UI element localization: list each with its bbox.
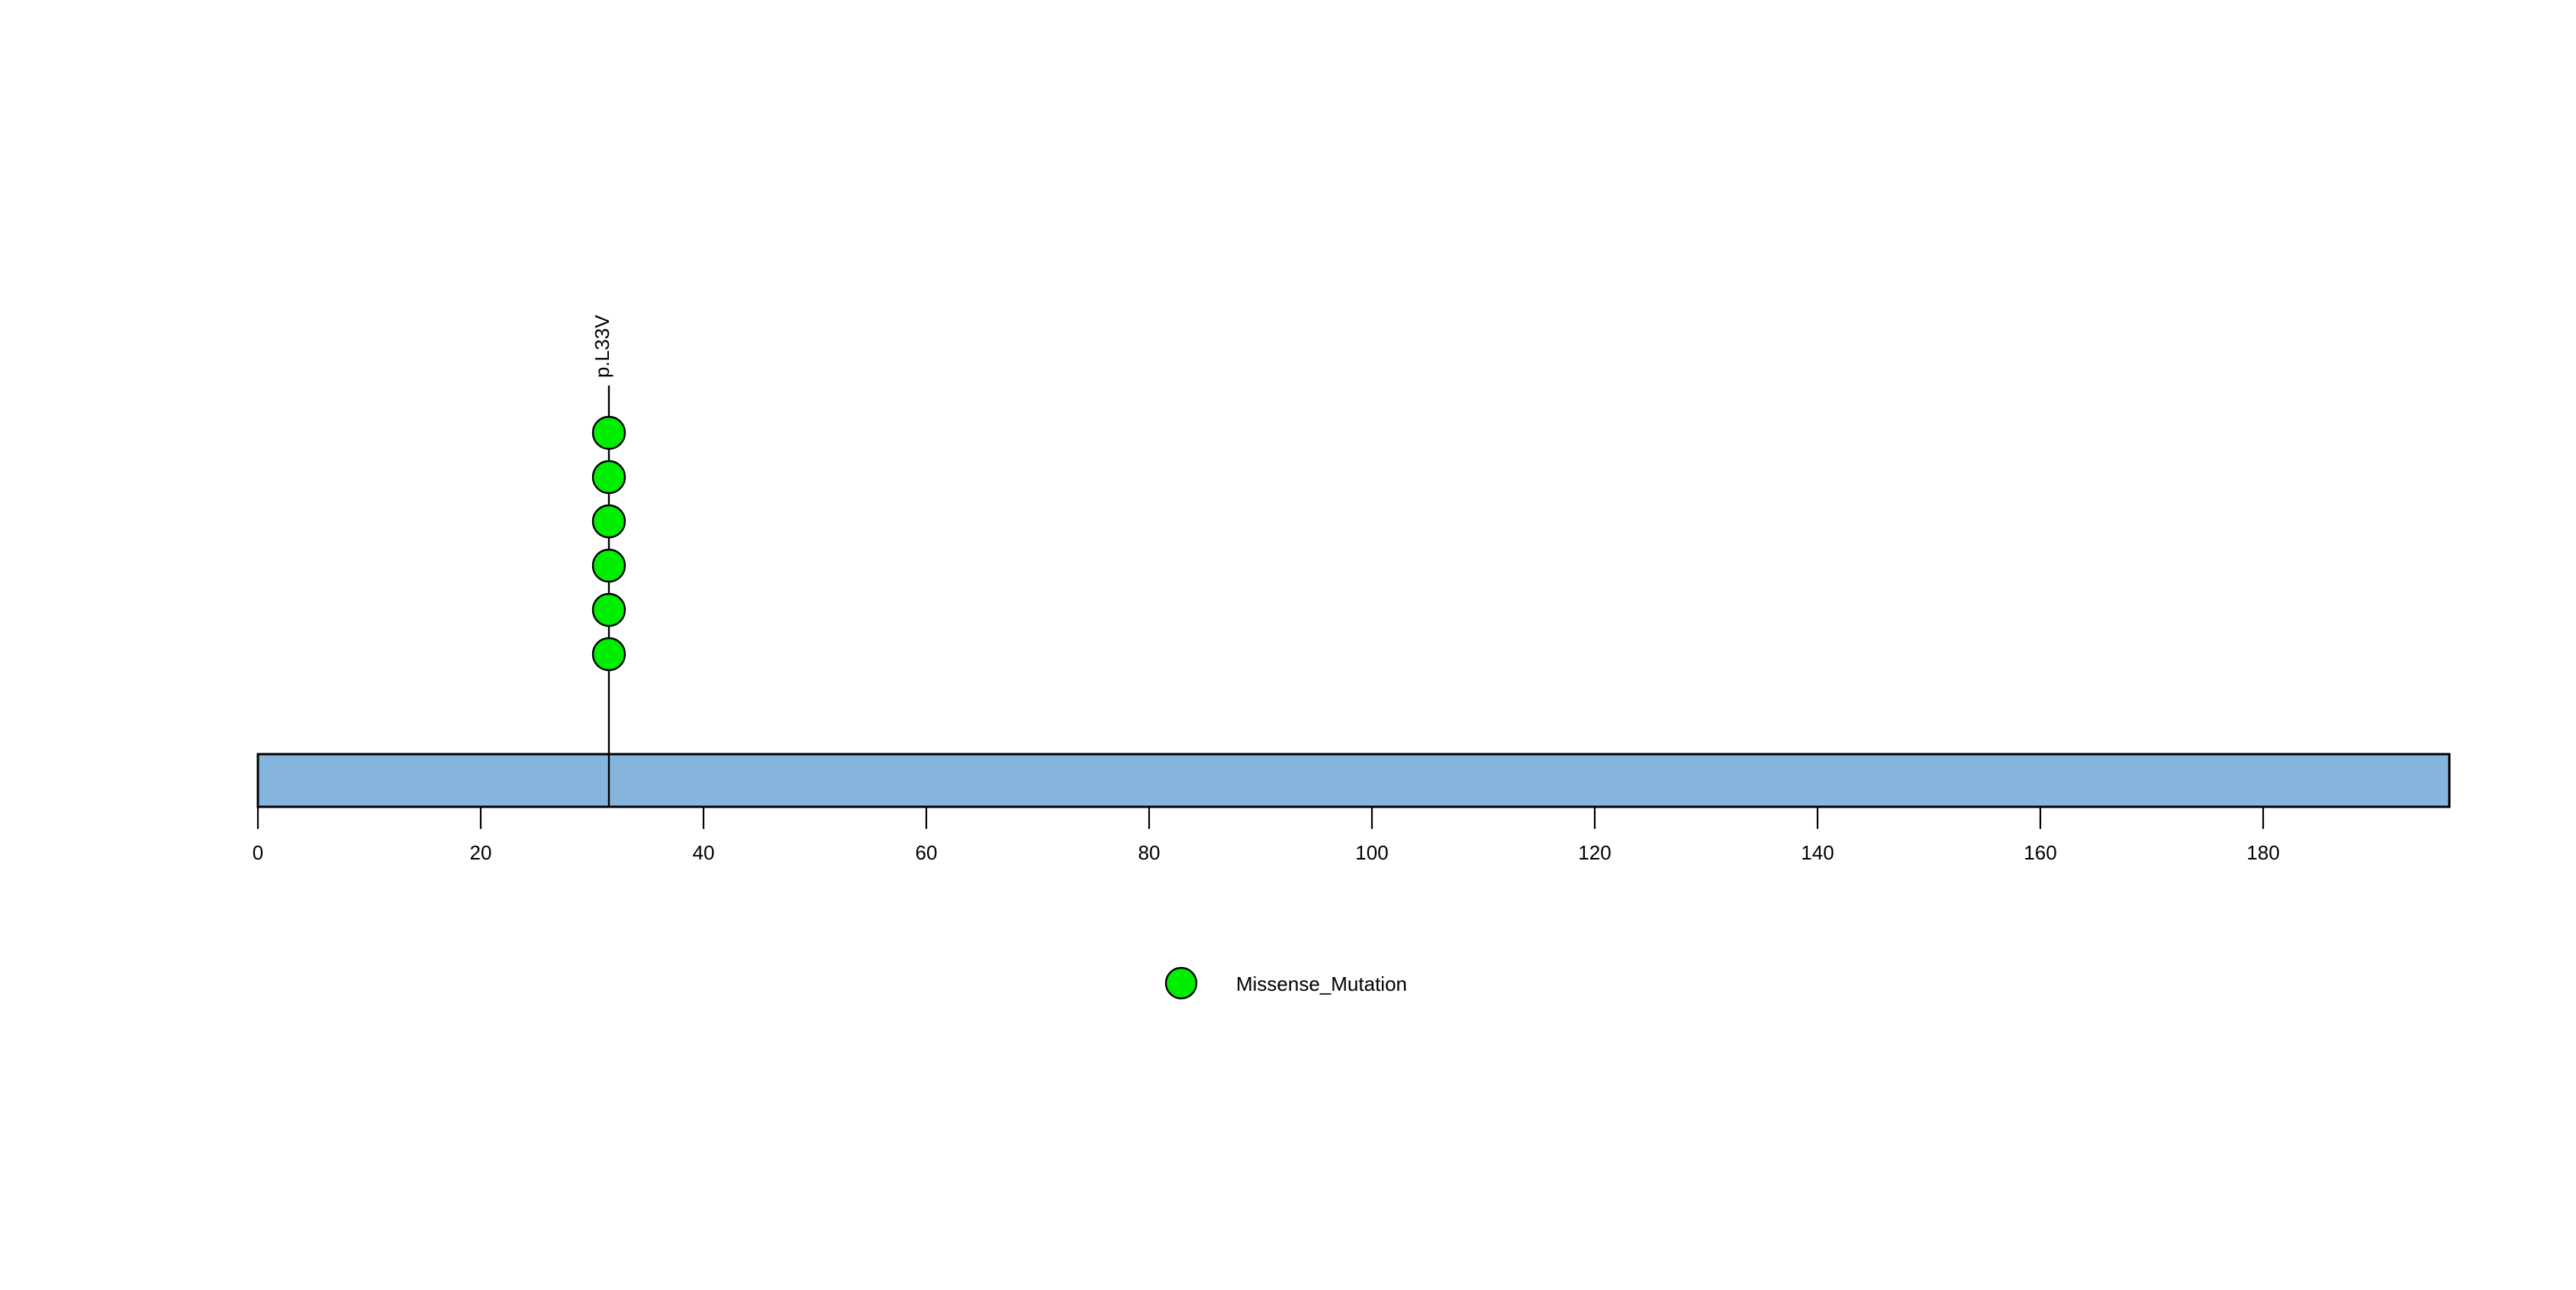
legend-missense-label: Missense_Mutation <box>1236 972 1407 995</box>
tick-label-40: 40 <box>693 841 715 864</box>
tick-label-0: 0 <box>253 841 263 864</box>
mutation-label-group: p.L33V <box>591 314 613 378</box>
tick-label-80: 80 <box>1138 841 1161 864</box>
mutation-marker-stack <box>591 415 626 672</box>
tick-label-160: 160 <box>2024 841 2056 864</box>
tick-label-140: 140 <box>1801 841 1834 864</box>
mutation-dot[interactable] <box>591 592 626 627</box>
protein-backbone-bar[interactable] <box>256 753 2451 808</box>
mutation-dot[interactable] <box>591 460 626 495</box>
mutation-label-pL33V[interactable]: p.L33V <box>591 314 613 378</box>
tick-label-180: 180 <box>2246 841 2279 864</box>
mutation-dot[interactable] <box>591 504 626 539</box>
legend-missense-marker-icon[interactable] <box>1164 966 1198 1000</box>
tick-label-20: 20 <box>470 841 492 864</box>
mutation-dot[interactable] <box>591 637 626 672</box>
protein-bar-group <box>256 753 2451 808</box>
tick-label-60: 60 <box>916 841 938 864</box>
x-axis-ticks <box>256 807 2265 829</box>
tick-label-100: 100 <box>1355 841 1388 864</box>
mutation-dot[interactable] <box>591 548 626 583</box>
legend-group: Missense_Mutation <box>1164 966 1407 1000</box>
tick-label-120: 120 <box>1578 841 1611 864</box>
mutation-dot[interactable] <box>591 415 626 450</box>
x-axis-tick-labels: 0 20 40 60 80 100 120 140 160 180 <box>253 841 2280 864</box>
